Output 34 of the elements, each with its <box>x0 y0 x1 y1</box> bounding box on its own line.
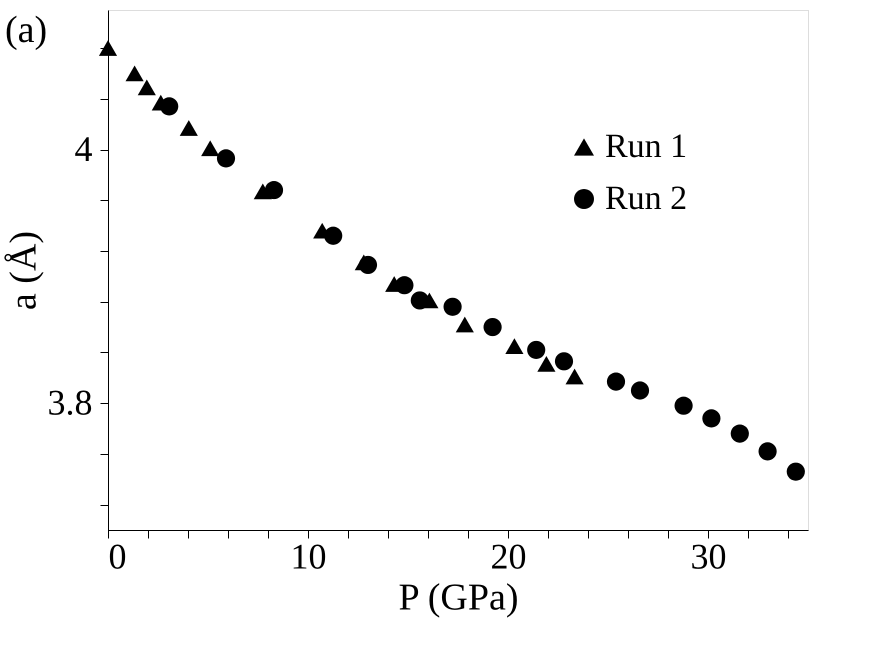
point <box>606 372 626 391</box>
point <box>730 424 749 443</box>
point <box>758 442 777 460</box>
x-tick-label: 0 <box>108 536 126 576</box>
point <box>180 120 198 136</box>
text: (a) <box>5 9 48 51</box>
x-tick-label: 10 <box>290 536 326 576</box>
point <box>566 368 584 384</box>
point <box>484 318 502 336</box>
point <box>98 40 118 56</box>
point <box>201 140 220 156</box>
point <box>554 352 574 370</box>
point <box>527 340 546 359</box>
x-tick-label: 20 <box>490 536 526 576</box>
point <box>456 316 474 332</box>
point <box>254 184 272 200</box>
y-tick-label: 3.8 <box>48 382 92 423</box>
x-axis-title: P (GPa) <box>398 576 518 618</box>
y-axis-title: a (Å) <box>2 230 44 310</box>
point <box>786 462 805 481</box>
point <box>264 181 284 200</box>
point <box>126 66 144 82</box>
x-tick-label: 30 <box>690 536 726 576</box>
point <box>216 149 236 168</box>
point <box>138 80 156 96</box>
legend-label: Run 2 <box>605 180 688 217</box>
point <box>674 396 693 415</box>
point <box>444 298 462 316</box>
point <box>505 338 524 354</box>
legend-label: Run 1 <box>605 128 688 165</box>
point <box>630 381 650 400</box>
point <box>537 356 556 372</box>
y-tick-label: 4 <box>74 129 92 170</box>
point <box>702 409 720 428</box>
